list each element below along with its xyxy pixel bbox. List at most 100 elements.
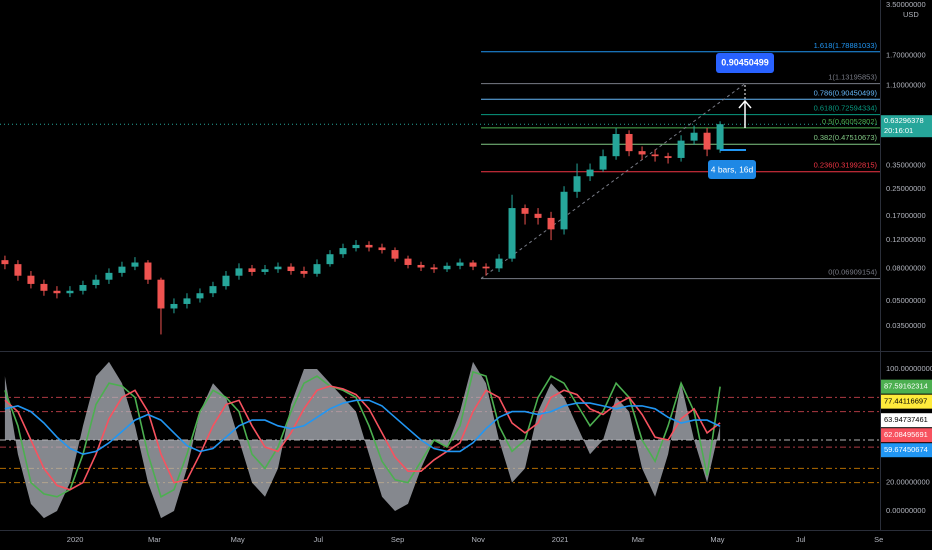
candle-body	[144, 262, 152, 280]
candle-body	[300, 271, 308, 274]
fib-label: 0.786(0.90450499)	[814, 88, 878, 97]
value-tag	[881, 413, 932, 428]
candle-body	[703, 132, 711, 150]
target-label: 0.90450499	[721, 57, 769, 67]
value-tag-label: 63.94737461	[884, 415, 928, 424]
candle-body	[573, 176, 581, 192]
measure-box	[708, 160, 756, 179]
candle-body	[196, 293, 204, 299]
value-tag-label: 59.67450674	[884, 445, 928, 454]
fib-label: 0.618(0.72594334)	[814, 104, 878, 113]
candle-body	[469, 262, 477, 267]
y-tick-label: 20.00000000	[886, 478, 930, 487]
x-tick-label: Mar	[148, 535, 161, 544]
candle-body	[417, 264, 425, 268]
y-tick-label: 0.05000000	[886, 296, 926, 305]
x-tick-label: Sep	[391, 535, 404, 544]
fib-label: 1.618(1.78881033)	[814, 41, 878, 50]
candle-body	[339, 248, 347, 255]
fib-label: 0.236(0.31992815)	[814, 161, 878, 170]
candle-body	[560, 191, 568, 230]
target-box	[716, 53, 774, 73]
candle-body	[365, 244, 373, 248]
candle-body	[521, 208, 529, 214]
candle-body	[378, 247, 386, 251]
candle-body	[495, 258, 503, 269]
candle-body	[287, 266, 295, 272]
fib-label: 0.5(0.60052802)	[822, 117, 878, 126]
candle-body	[456, 262, 464, 266]
candle-body	[534, 213, 542, 218]
oscillator-line	[4, 385, 721, 491]
candle-body	[40, 283, 48, 291]
fib-label: 0(0.06909154)	[828, 268, 877, 277]
value-tag	[881, 443, 932, 458]
candle-body	[352, 244, 360, 249]
value-tag	[881, 428, 932, 443]
x-tick-label: Nov	[472, 535, 486, 544]
candle-body	[131, 262, 139, 267]
candle-body	[404, 258, 412, 265]
y-tick-label: 0.17000000	[886, 211, 926, 220]
candle-body	[105, 272, 113, 280]
range-area	[4, 361, 721, 519]
candle-body	[53, 290, 61, 294]
candle-body	[391, 250, 399, 259]
y-tick-label: 100.00000000	[886, 364, 932, 373]
candle-body	[313, 264, 321, 274]
candle-body	[599, 156, 607, 170]
oscillator-line	[4, 399, 721, 456]
candle-body	[170, 303, 178, 309]
y-tick-label: 0.25000000	[886, 184, 926, 193]
fib-trend	[480, 83, 746, 279]
y-tick-label: 0.03500000	[886, 321, 926, 330]
candle-body	[547, 217, 555, 230]
candle-body	[677, 140, 685, 158]
candle-body	[261, 269, 269, 272]
candle-body	[482, 266, 490, 269]
x-tick-label: 2020	[67, 535, 84, 544]
last-price-time: 20:16:01	[884, 126, 913, 135]
candle-body	[586, 169, 594, 177]
candle-body	[625, 133, 633, 152]
value-tag-label: 77.44116697	[884, 397, 927, 406]
x-tick-label: Jul	[796, 535, 806, 544]
x-tick-label: Jul	[314, 535, 324, 544]
candle-body	[664, 156, 672, 158]
x-tick-label: Mar	[632, 535, 645, 544]
y-tick-label: 3.50000000	[886, 0, 926, 9]
candle-body	[326, 254, 334, 265]
x-tick-label: May	[710, 535, 724, 544]
candle-body	[92, 279, 100, 286]
value-tag-label: 62.08495691	[884, 430, 928, 439]
y-tick-label: 1.70000000	[886, 50, 926, 59]
y-tick-label: 0.08000000	[886, 263, 926, 272]
candle-body	[716, 124, 724, 150]
candle-body	[66, 290, 74, 294]
candle-body	[79, 285, 87, 291]
y-tick-label: 1.10000000	[886, 81, 926, 90]
candle-body	[27, 275, 35, 284]
candle-body	[690, 132, 698, 141]
x-tick-label: May	[231, 535, 245, 544]
candle-body	[118, 266, 126, 273]
fib-label: 0.382(0.47510673)	[814, 133, 878, 142]
candle-body	[235, 268, 243, 276]
candle-body	[1, 260, 9, 265]
candle-body	[274, 266, 282, 270]
candle-body	[248, 268, 256, 272]
value-tag-label: 87.59162314	[884, 382, 928, 391]
y-tick-label: 0.35000000	[886, 160, 926, 169]
candle-body	[430, 267, 438, 270]
y-tick-label: 0.00000000	[886, 506, 926, 515]
last-price-tag	[881, 115, 932, 138]
fib-label: 1(1.13195853)	[828, 73, 877, 82]
value-tag	[881, 379, 932, 394]
candle-body	[14, 264, 22, 276]
y-tick-label: 0.12000000	[886, 235, 926, 244]
value-tag	[881, 394, 932, 409]
candle-body	[157, 279, 165, 309]
candle-body	[612, 133, 620, 157]
candle-body	[651, 154, 659, 157]
